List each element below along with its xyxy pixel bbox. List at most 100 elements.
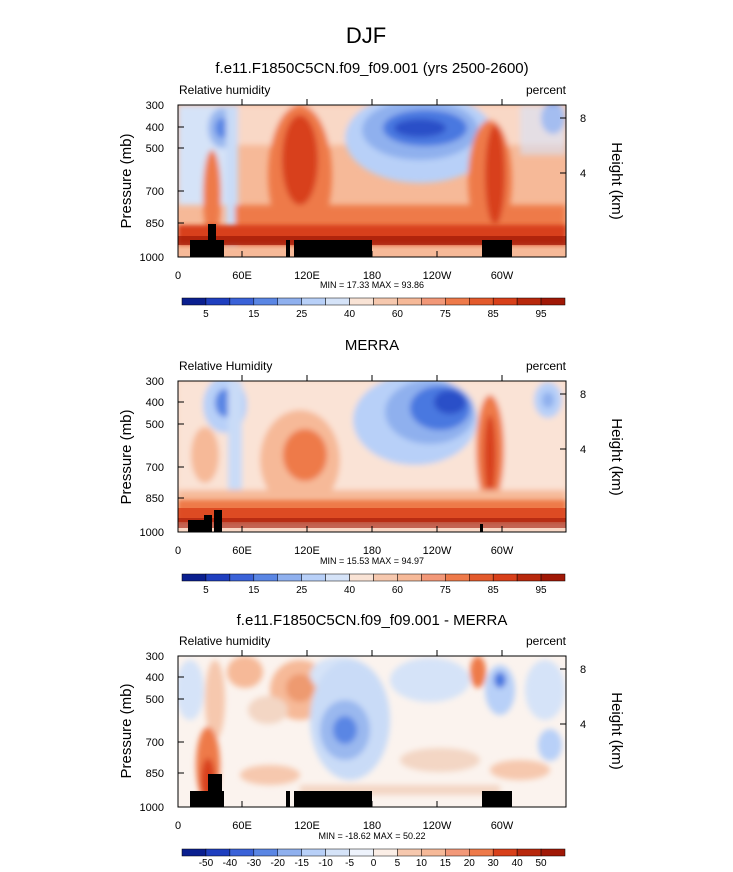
- colorbar-label: 40: [512, 858, 524, 869]
- panel-3-ylabel: Pressure (mb): [118, 683, 135, 778]
- panel-2-xtick: 120E: [294, 545, 320, 557]
- colorbar-swatch: [253, 848, 278, 857]
- colorbar-swatch: [516, 848, 542, 857]
- colorbar-swatch: [277, 573, 302, 582]
- panel-2-ytick: 850: [146, 493, 164, 505]
- colorbar-swatch: [445, 848, 470, 857]
- panel-1-title: f.e11.F1850C5CN.f09_f09.001 (yrs 2500-26…: [215, 60, 528, 77]
- colorbar-swatch: [205, 297, 231, 306]
- colorbar-swatch: [325, 297, 350, 306]
- panel-2-ytick: 1000: [140, 527, 164, 539]
- colorbar-swatch: [540, 848, 566, 857]
- colorbar-swatch: [325, 573, 350, 582]
- colorbar-swatch: [516, 573, 542, 582]
- colorbar-label: -15: [294, 858, 309, 869]
- panel-1-xtick: 60E: [232, 270, 252, 282]
- panel-2-xtick: 60E: [232, 545, 252, 557]
- colorbar-swatch: [301, 297, 326, 306]
- colorbar-swatch: [421, 573, 446, 582]
- panel-3-ticks: [178, 650, 566, 808]
- colorbar-label: 30: [488, 858, 500, 869]
- colorbar-swatch: [373, 848, 398, 857]
- colorbar-swatch: [349, 573, 374, 582]
- colorbar-swatch: [253, 297, 278, 306]
- panel-2-xtick: 60W: [491, 545, 514, 557]
- panel-2-ylabel: Pressure (mb): [118, 409, 135, 504]
- colorbar-swatch: [301, 573, 326, 582]
- panel-3-xtick: 180: [363, 820, 381, 832]
- colorbar-label: -5: [345, 858, 354, 869]
- panel-3-ytick: 700: [146, 737, 164, 749]
- colorbar-label: 60: [392, 309, 404, 320]
- panel-3-right-label: percent: [526, 634, 567, 648]
- panel-2-ylabel-right: Height (km): [608, 418, 625, 496]
- panel-1-ytick: 850: [146, 218, 164, 230]
- colorbar-label: 40: [344, 585, 356, 596]
- colorbar-label: 5: [395, 858, 401, 869]
- panel-3-ytick: 500: [146, 694, 164, 706]
- panel-3: f.e11.F1850C5CN.f09_f09.001 - MERRA Rela…: [118, 612, 625, 869]
- colorbar-swatch: [277, 297, 302, 306]
- colorbar-label: 95: [536, 585, 548, 596]
- panel-1-stats: MIN = 17.33 MAX = 93.86: [320, 280, 424, 290]
- panel-1-xtick: 120E: [294, 270, 320, 282]
- panel-2-left-label: Relative Humidity: [179, 359, 272, 373]
- colorbar-swatch: [205, 848, 231, 857]
- panel-1-ticks: [178, 99, 566, 258]
- panel-3-ylabel-right: Height (km): [608, 692, 625, 770]
- colorbar-swatch: [325, 848, 350, 857]
- panel-3-xtick: 120E: [294, 820, 320, 832]
- panel-1-xtick: 0: [175, 270, 181, 282]
- panel-3-title: f.e11.F1850C5CN.f09_f09.001 - MERRA: [237, 612, 508, 629]
- colorbar-swatch: [301, 848, 326, 857]
- panel-2-right-label: percent: [526, 359, 567, 373]
- panel-2-ytick-right: 4: [580, 444, 586, 456]
- colorbar-label: 15: [440, 858, 452, 869]
- colorbar-label: 5: [203, 309, 209, 320]
- colorbar-label: 5: [203, 585, 209, 596]
- colorbar-label: 15: [248, 309, 260, 320]
- panel-3-xtick: 60E: [232, 820, 252, 832]
- panel-1-ytick: 400: [146, 122, 164, 134]
- panel-2-xtick: 120W: [423, 545, 452, 557]
- colorbar-swatch: [373, 573, 398, 582]
- colorbar-swatch: [349, 848, 374, 857]
- panel-2-ticks: [178, 375, 566, 533]
- panel-1-right-label: percent: [526, 83, 567, 97]
- colorbar-swatch: [492, 573, 518, 582]
- colorbar-label: 85: [488, 585, 500, 596]
- colorbar-swatch: [421, 848, 446, 857]
- colorbar-swatch: [181, 297, 207, 306]
- colorbar-label: 85: [488, 309, 500, 320]
- panel-1-ylabel: Pressure (mb): [118, 133, 135, 228]
- panel-1-field: [178, 105, 566, 257]
- panel-1-left-label: Relative humidity: [179, 83, 270, 97]
- panel-1-xtick: 120W: [423, 270, 452, 282]
- colorbar-swatch: [540, 297, 566, 306]
- page-title: DJF: [346, 23, 386, 48]
- panel-1-xtick: 60W: [491, 270, 514, 282]
- colorbar-label: 75: [440, 585, 452, 596]
- panel-1-ytick-right: 8: [580, 113, 586, 125]
- colorbar-swatch: [445, 297, 470, 306]
- colorbar-label: 25: [296, 309, 308, 320]
- panel-3-ytick-right: 8: [580, 664, 586, 676]
- panel-1-ytick-right: 4: [580, 168, 586, 180]
- colorbar-swatch: [469, 573, 494, 582]
- panel-2-ytick: 300: [146, 376, 164, 388]
- panel-3-ytick: 300: [146, 651, 164, 663]
- colorbar-swatch: [277, 848, 302, 857]
- panel-2-colorbar: 5 15 25 40 60 75 85 95: [181, 573, 566, 596]
- panel-3-xtick: 60W: [491, 820, 514, 832]
- colorbar-label: 50: [536, 858, 548, 869]
- panel-1-ytick: 300: [146, 100, 164, 112]
- colorbar-label: 15: [248, 585, 260, 596]
- colorbar-swatch: [397, 297, 422, 306]
- panel-3-field: [178, 656, 566, 807]
- panel-3-left-label: Relative humidity: [179, 634, 270, 648]
- colorbar-swatch: [421, 297, 446, 306]
- colorbar-swatch: [373, 297, 398, 306]
- panel-1-xtick: 180: [363, 270, 381, 282]
- panel-1-colorbar: 5 15 25 40 60 75 85 95: [181, 297, 566, 320]
